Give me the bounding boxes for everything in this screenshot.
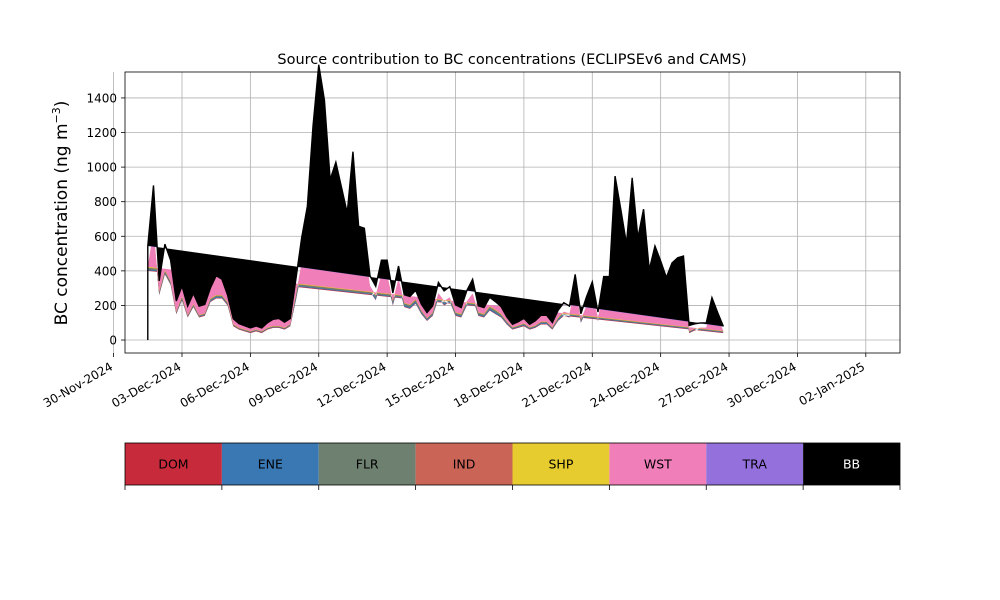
legend-swatch-bb xyxy=(803,443,900,485)
x-tick-label: 03-Dec-2024 xyxy=(109,359,183,410)
y-tick-label: 0 xyxy=(109,334,117,348)
legend-label-wst: WST xyxy=(644,457,672,472)
legend-label-ind: IND xyxy=(453,457,476,472)
x-tick-label: 06-Dec-2024 xyxy=(178,359,252,410)
legend-swatch-wst xyxy=(609,443,707,485)
axes: 0 200 400 600 800 1000 1200 1400 30-Nov-202403-D… xyxy=(41,71,901,410)
y-tick-label: 600 xyxy=(94,230,117,244)
y-axis-label: BC concentration (ng m−3) xyxy=(50,101,72,326)
legend-swatch-flr xyxy=(318,443,416,485)
y-axis-label-exponent: −3 xyxy=(50,107,63,123)
y-tick-label: 1200 xyxy=(86,126,117,140)
y-tick-label: 400 xyxy=(94,264,117,278)
x-tick-label: 02-Jan-2025 xyxy=(797,359,868,408)
stacked-areas xyxy=(147,64,724,341)
chart-title: Source contribution to BC concentrations… xyxy=(277,52,746,68)
y-tick-label: 800 xyxy=(94,195,117,209)
x-tick-label: 27-Dec-2024 xyxy=(656,359,730,410)
legend-swatch-shp xyxy=(512,443,610,485)
plot-frame xyxy=(124,71,901,354)
x-tick-label: 09-Dec-2024 xyxy=(246,359,320,410)
y-axis-label-close: ) xyxy=(52,101,72,108)
x-tick-label: 24-Dec-2024 xyxy=(588,359,662,410)
legend-swatch-ind xyxy=(415,443,513,485)
legend-colorbar: DOM ENE FLR IND SHP WST TRA BB xyxy=(124,442,901,490)
legend-swatch-ene xyxy=(221,443,319,485)
total-outline xyxy=(147,64,724,341)
x-tick-label: 15-Dec-2024 xyxy=(383,359,457,410)
legend-label-ene: ENE xyxy=(258,457,283,472)
y-tick-label: 200 xyxy=(94,299,117,313)
legend-label-flr: FLR xyxy=(356,457,379,472)
x-tick-label: 12-Dec-2024 xyxy=(314,359,388,410)
legend-label-shp: SHP xyxy=(549,457,574,472)
legend-swatch-tra xyxy=(706,443,804,485)
legend-swatch-dom xyxy=(125,443,222,485)
x-tick-label: 30-Dec-2024 xyxy=(725,359,799,410)
x-tick-label: 21-Dec-2024 xyxy=(519,359,593,410)
x-tick-label: 18-Dec-2024 xyxy=(451,359,525,410)
x-tick-label: 30-Nov-2024 xyxy=(41,359,115,410)
legend-label-bb: BB xyxy=(843,457,860,472)
y-tick-label: 1400 xyxy=(86,91,117,105)
y-axis-label-base: BC concentration (ng m xyxy=(52,123,72,325)
area-bb xyxy=(147,64,724,328)
legend-label-tra: TRA xyxy=(742,457,768,472)
legend-label-dom: DOM xyxy=(158,457,188,472)
y-tick-label: 1000 xyxy=(86,161,117,175)
